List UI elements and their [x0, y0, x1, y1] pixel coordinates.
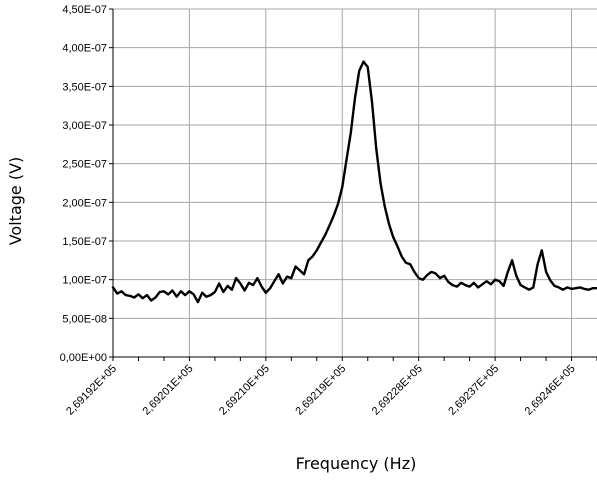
x-tick-label: 2,69219E+05: [293, 363, 348, 418]
series-layer: [111, 60, 597, 304]
y-tick-label: 1,00E-07: [62, 275, 107, 287]
y-tick-label: 2,50E-07: [62, 159, 107, 171]
y-tick-label: 3,00E-07: [62, 120, 107, 132]
y-tick-label: 4,00E-07: [62, 43, 107, 55]
y-tick-labels: 0,00E+00 5,00E-08 1,00E-07 1,50E-07 2,00E-07…: [60, 4, 107, 364]
y-axis-title: Voltage (V): [6, 157, 25, 246]
gridlines: [113, 8, 597, 357]
y-tick-label: 2,00E-07: [62, 197, 107, 209]
y-tick-label: 3,50E-07: [62, 81, 107, 93]
axes: [109, 8, 597, 361]
x-axis-title: Frequency (Hz): [296, 454, 417, 473]
series-line: [111, 60, 597, 304]
x-tick-label: 2,69237E+05: [446, 363, 501, 418]
x-tick-label: 2,69246E+05: [523, 363, 578, 418]
x-tick-label: 2,69201E+05: [141, 363, 196, 418]
y-tick-label: 5,00E-08: [62, 313, 107, 325]
x-tick-label: 2,69228E+05: [370, 363, 425, 418]
y-tick-label: 1,50E-07: [62, 236, 107, 248]
x-tick-labels: 2,69192E+05 2,69201E+05 2,69210E+05 2,69219…: [64, 363, 578, 418]
y-tick-label: 4,50E-07: [62, 4, 107, 16]
x-tick-label: 2,69210E+05: [217, 363, 272, 418]
x-tick-label: 2,69192E+05: [64, 363, 119, 418]
y-tick-label: 0,00E+00: [60, 352, 107, 364]
